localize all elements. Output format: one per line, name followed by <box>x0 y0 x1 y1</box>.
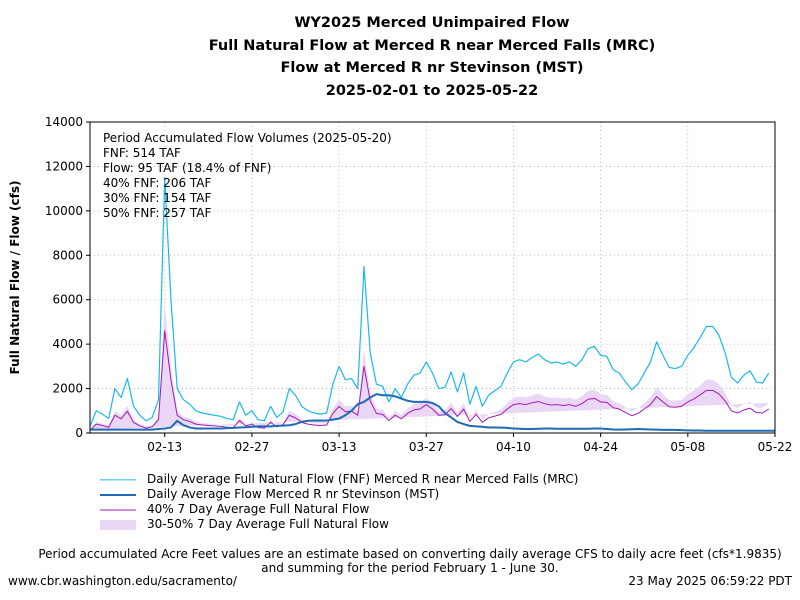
plot-frame <box>89 121 776 434</box>
y-tick-label: 12000 <box>45 159 83 173</box>
title-line-1: WY2025 Merced Unimpaired Flow <box>294 15 570 31</box>
legend-label-mst: Daily Average Flow Merced R nr Stevinson… <box>147 487 440 501</box>
annotation-line-2: FNF: 514 TAF <box>103 146 181 160</box>
x-tick-label: 05-08 <box>670 440 705 454</box>
legend-swatch-40pct <box>100 505 136 515</box>
legend-label-fnf: Daily Average Full Natural Flow (FNF) Me… <box>147 472 579 486</box>
y-tick-label: 2000 <box>52 382 83 396</box>
annotation-line-6: 50% FNF: 257 TAF <box>103 206 212 220</box>
footnote-line-1: Period accumulated Acre Feet values are … <box>38 547 782 561</box>
annotation-line-4: 40% FNF: 206 TAF <box>103 176 212 190</box>
accumulated-volumes-annotation: Period Accumulated Flow Volumes (2025-05… <box>103 131 392 221</box>
legend-swatch-fnf <box>100 475 136 485</box>
x-tick-label: 04-10 <box>496 440 531 454</box>
plot-area <box>90 122 775 433</box>
footnote: Period accumulated Acre Feet values are … <box>0 547 800 575</box>
legend-swatch-mst <box>100 490 136 500</box>
legend-label-band: 30-50% 7 Day Average Full Natural Flow <box>147 517 389 531</box>
y-axis-label: Full Natural Flow / Flow (cfs) <box>8 181 22 375</box>
legend-item-40pct: 40% 7 Day Average Full Natural Flow <box>100 502 578 517</box>
y-tick-label: 0 <box>75 426 83 440</box>
y-tick-label: 6000 <box>52 293 83 307</box>
source-url[interactable]: www.cbr.washington.edu/sacramento/ <box>8 574 237 588</box>
series-line-mst <box>90 393 775 432</box>
series-line-40pct <box>89 330 770 431</box>
y-tick-label: 4000 <box>52 337 83 351</box>
x-tick-label: 02-27 <box>234 440 269 454</box>
annotation-line-3: Flow: 95 TAF (18.4% of FNF) <box>103 161 272 175</box>
footnote-line-2: and summing for the period February 1 - … <box>261 561 559 575</box>
chart-legend: Daily Average Full Natural Flow (FNF) Me… <box>100 472 578 532</box>
legend-item-mst: Daily Average Flow Merced R nr Stevinson… <box>100 487 578 502</box>
generated-timestamp: 23 May 2025 06:59:22 PDT <box>628 574 792 588</box>
x-tick-label: 03-27 <box>409 440 444 454</box>
legend-label-40pct: 40% 7 Day Average Full Natural Flow <box>147 502 370 516</box>
title-line-2: Full Natural Flow at Merced R near Merce… <box>208 37 656 54</box>
y-tick-label: 14000 <box>45 115 83 129</box>
series-line-fnf <box>89 176 770 427</box>
annotation-line-5: 30% FNF: 154 TAF <box>103 191 212 205</box>
y-tick-label: 10000 <box>45 204 83 218</box>
annotation-line-1: Period Accumulated Flow Volumes (2025-05… <box>103 131 392 145</box>
y-tick-label: 8000 <box>52 248 83 262</box>
series-band-30-50pct <box>90 305 769 430</box>
legend-item-band: 30-50% 7 Day Average Full Natural Flow <box>100 517 578 532</box>
x-tick-label: 03-13 <box>322 440 357 454</box>
x-tick-label: 04-24 <box>583 440 618 454</box>
legend-swatch-band <box>100 519 136 530</box>
x-tick-label: 05-22 <box>758 440 793 454</box>
chart-title: WY2025 Merced Unimpaired Flow Full Natur… <box>0 12 800 102</box>
x-tick-label: 02-13 <box>147 440 182 454</box>
legend-item-fnf: Daily Average Full Natural Flow (FNF) Me… <box>100 472 578 487</box>
title-line-3: Flow at Merced R nr Stevinson (MST) <box>280 60 584 76</box>
title-line-4: 2025-02-01 to 2025-05-22 <box>325 82 539 99</box>
